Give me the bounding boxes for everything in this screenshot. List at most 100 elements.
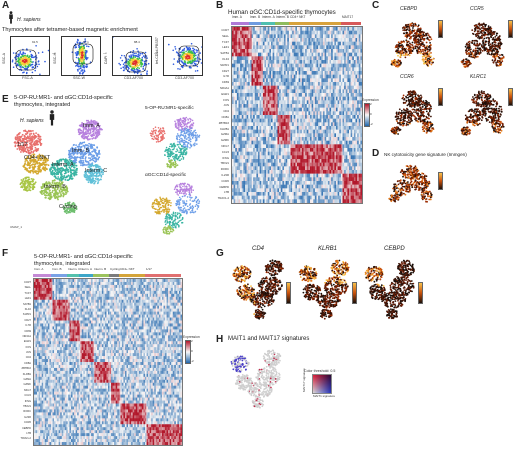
panel-b-heatmap [231,26,363,204]
feature-plot-colorbar [508,88,513,106]
panel-label-c: C [372,0,379,11]
flow-plot-y-label: SSC-A [2,53,6,64]
feature-plot-colorbar [438,172,443,190]
feature-plot-umap [380,160,444,206]
panel-h-legend-x: MAIT1 signature [313,394,335,398]
cluster-label-interm-b: Interm. B [44,184,66,190]
flow-plot [112,36,152,76]
heatmap-column-bar [275,22,289,25]
flow-density-plot [11,37,49,75]
flow-plot-x-label: CD3-AF700 [175,76,194,80]
flow-plot-y-label: tet-CD1d-PBS57 [155,37,159,64]
panel-h-umap-signatures [228,346,298,410]
gene-label: TRAV1-2 [210,196,229,202]
flow-plot-y-label: SSC-H [53,53,57,64]
heatmap-column-bar [341,22,361,25]
flow-plot-x-label: SSC-W [73,76,85,80]
feature-plot-umap [382,81,446,141]
feature-plot-umap [452,13,516,73]
panel-b-legend-tick-mid: 0 [370,112,372,116]
feature-plot-colorbar [438,88,443,106]
feature-plot-umap [230,254,292,324]
heatmap-column-label: Interm. A [262,15,275,19]
cluster-label-1-17: 1/17 [17,142,28,148]
panel-f-legend-tick-low: -2 [191,359,194,363]
heatmap-column-bar [119,274,145,277]
panel-f-legend-tick-mid: 0 [191,349,193,353]
feature-plot-umap [382,13,446,73]
heatmap-column-label: MAIT17 [342,15,353,19]
flow-density-plot [62,37,100,75]
panel-a-species: H. sapiens [17,17,41,23]
panel-e-umap-integrated: UMAP_1 [8,112,126,230]
cluster-label-imm-a: Imm. A [83,123,100,129]
feature-plot-gene: CCR6 [400,74,414,80]
flow-plot-x-label: FSC-A [22,76,33,80]
heatmap-column-bar [33,274,51,277]
cluster-label-cd4-nkt: CD4+ NKT [24,155,50,161]
cluster-label-imm-b: Imm. B [72,148,89,154]
feature-plot-umap [452,81,516,141]
flow-plot [10,36,50,76]
heatmap-column-label: CD4+ NKT [120,267,135,271]
heatmap-column-bar [79,274,93,277]
heatmap-column-bar [67,274,79,277]
heatmap-column-label: 1/17 [146,267,152,271]
panel-label-a: A [2,0,9,11]
feature-plot-gene: CD4 [252,246,264,252]
flow-density-plot [164,37,202,75]
heatmap-column-label: Imm. B [250,15,260,19]
flow-gate-value: 88.4 [134,40,140,44]
panel-f-legend-tick-high: 2 [191,339,193,343]
heatmap-column-label: Interm. A [80,267,92,271]
panel-e-umap-mr1 [138,112,210,170]
panel-f-heatmap [33,278,183,446]
panel-label-h: H [216,334,223,345]
heatmap-column-label: Cycling [110,267,120,271]
flow-gate-value: 91.5 [32,40,38,44]
cluster-label-interm-c: Interm. C [85,168,107,174]
panel-d-feature-plot [380,160,450,206]
feature-plot-gene: CEBPD [400,6,417,12]
panel-e-title-line1: 5-OP-RU:MR1- and αGC:CD1d-specific [14,95,113,101]
panel-h-legend-y: MAIT17 signature [302,368,306,392]
heatmap-column-bar [51,274,67,277]
feature-plot-gene: CCR5 [470,6,484,12]
panel-b-legend-tick-low: -2 [370,122,373,126]
heatmap-cells [232,27,362,203]
heatmap-column-label: CD4+ NKT [290,15,306,19]
panel-label-e: E [2,94,9,105]
heatmap-column-bar [109,274,119,277]
cluster-label-cycling: Cycling [59,204,77,210]
feature-plot-colorbar [508,20,513,38]
panel-h-legend-gradient [312,374,332,394]
panel-e-title-line2: thymocytes, integrated [14,102,70,108]
feature-plot-colorbar [418,282,423,304]
panel-label-d: D [372,148,379,159]
heatmap-column-bar [261,22,275,25]
panel-d-title: NK cytotoxicity gene signature (Immgen) [384,152,467,157]
heatmap-column-bar [145,274,181,277]
feature-plot-colorbar [438,20,443,38]
feature-plot-umap [296,254,358,324]
heatmap-column-label: Interm. C [68,267,80,271]
panel-h-legend-threshold: Color threshold: 0.5 [304,369,335,373]
heatmap-cells [34,279,182,445]
panel-a-title: Thymocytes after tetramer-based magnetic… [2,27,138,33]
feature-plot-colorbar [352,282,357,304]
flow-plot-x-label: CD3-AF700 [124,76,143,80]
heatmap-column-label: Imm. A [34,267,43,271]
flow-density-plot [113,37,151,75]
flow-plot-y-label: DAPI [104,56,108,64]
heatmap-column-bar [231,22,249,25]
panel-e-umap-cd1d [138,178,210,236]
panel-h-title: MAIT1 and MAIT17 signatures [228,336,309,342]
heatmap-column-bar [249,22,261,25]
feature-plot-gene: KLRB1 [318,246,337,252]
heatmap-column-bar [289,22,341,25]
